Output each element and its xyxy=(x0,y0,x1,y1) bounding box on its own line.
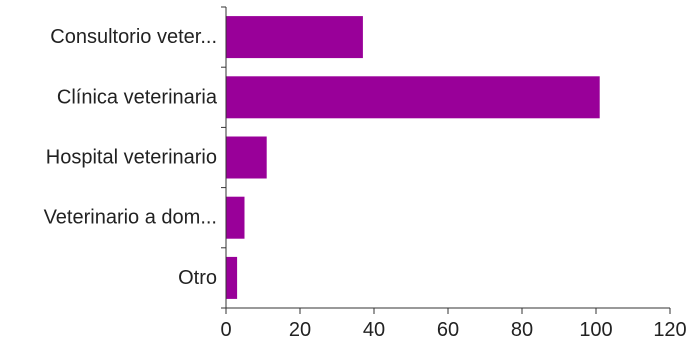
category-label-3: Veterinario a dom... xyxy=(44,207,217,229)
category-label-2: Hospital veterinario xyxy=(46,147,217,169)
category-label-0: Consultorio veter... xyxy=(50,26,217,48)
x-tick-label-0: 0 xyxy=(220,319,231,341)
bar-1 xyxy=(226,76,600,119)
x-ticks-group: 0 20 40 60 80 100 120 xyxy=(220,6,687,341)
x-tick-label-5: 100 xyxy=(579,319,612,341)
bar-4 xyxy=(226,256,238,299)
bars-group xyxy=(226,16,600,299)
category-label-4: Otro xyxy=(178,267,217,289)
x-tick-label-2: 40 xyxy=(363,319,385,341)
category-labels-group: Consultorio veter... Clínica veterinaria H… xyxy=(44,26,218,289)
x-tick-label-1: 20 xyxy=(289,319,311,341)
x-tick-label-6: 120 xyxy=(653,319,686,341)
bar-2 xyxy=(226,136,267,179)
bar-0 xyxy=(226,16,363,59)
category-label-1: Clínica veterinaria xyxy=(57,86,218,108)
x-tick-label-4: 80 xyxy=(511,319,533,341)
x-tick-label-3: 60 xyxy=(437,319,459,341)
bar-3 xyxy=(226,196,245,239)
